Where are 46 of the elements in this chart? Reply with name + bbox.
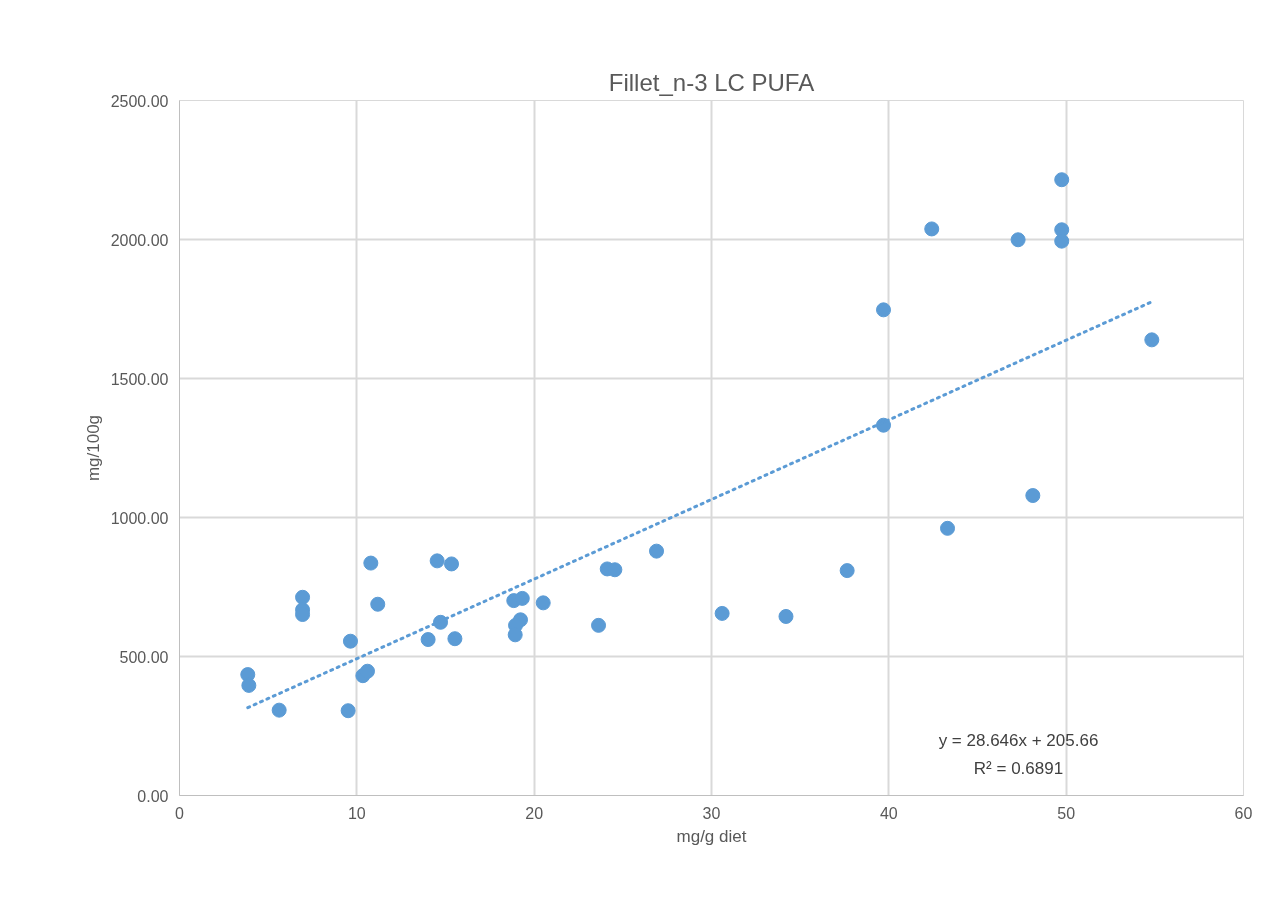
- point: [714, 605, 730, 621]
- point: [940, 520, 956, 536]
- x-axis-title: mg/g diet: [676, 826, 747, 846]
- point: [1010, 232, 1026, 248]
- point: [1054, 172, 1070, 188]
- annotation: R² = 0.6891: [973, 758, 1064, 778]
- point: [876, 302, 892, 318]
- x-tick-label: 20: [525, 804, 544, 822]
- x-tick-label: 30: [702, 804, 721, 822]
- point: [535, 595, 551, 611]
- y-tick-label: 0.00: [137, 787, 169, 805]
- point: [359, 663, 375, 679]
- y-tick-label: 1000.00: [110, 509, 169, 527]
- point: [342, 633, 358, 649]
- point: [271, 702, 287, 718]
- point: [340, 703, 356, 719]
- y-tick-label: 1500.00: [110, 370, 169, 388]
- point: [591, 617, 607, 633]
- y-tick-label: 500.00: [119, 648, 169, 666]
- chart-title: Fillet_n-3 LC PUFA: [608, 68, 815, 96]
- point: [241, 677, 257, 693]
- point: [507, 627, 523, 643]
- x-tick-label: 40: [879, 804, 898, 822]
- point: [420, 632, 436, 648]
- point: [363, 555, 379, 571]
- y-axis-title: mg/100g: [83, 414, 103, 482]
- point: [1144, 332, 1160, 348]
- x-tick-label: 10: [347, 804, 366, 822]
- point: [370, 596, 386, 612]
- point: [514, 590, 530, 606]
- annotation: y = 28.646x + 205.66: [938, 730, 1099, 750]
- y-tick-label: 2500.00: [110, 92, 169, 110]
- point: [924, 221, 940, 237]
- point: [1025, 488, 1041, 504]
- point: [1054, 233, 1070, 249]
- y-tick-label: 2000.00: [110, 231, 169, 249]
- point: [649, 543, 665, 559]
- point: [429, 553, 445, 569]
- x-tick-label: 50: [1057, 804, 1076, 822]
- x-tick-label: 0: [175, 804, 185, 822]
- point: [295, 589, 311, 605]
- point: [447, 631, 463, 647]
- point: [444, 556, 460, 572]
- x-tick-label: 60: [1234, 804, 1253, 822]
- point: [778, 608, 794, 624]
- point: [839, 563, 855, 579]
